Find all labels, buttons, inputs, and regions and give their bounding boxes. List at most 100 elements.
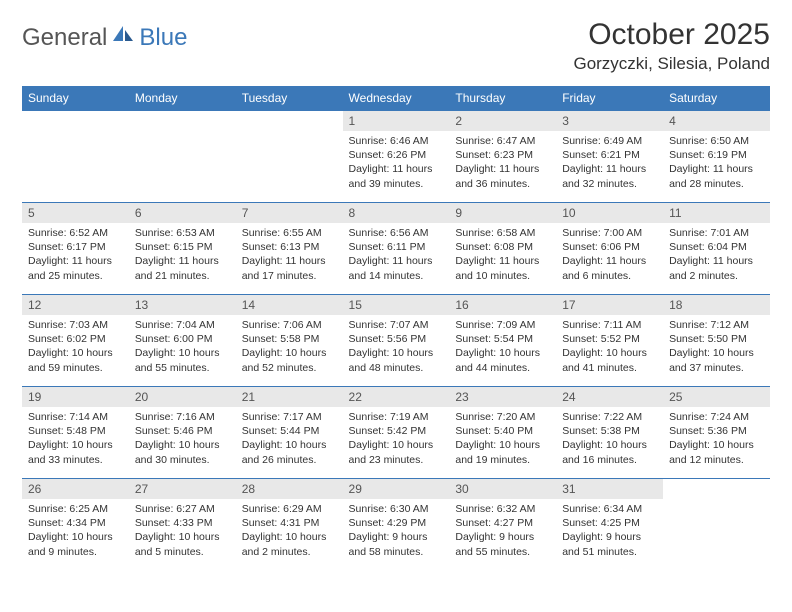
daylight-text: Daylight: 10 hours and 9 minutes. [28,530,123,558]
sunrise-text: Sunrise: 6:50 AM [669,134,764,148]
daylight-text: Daylight: 11 hours and 6 minutes. [562,254,657,282]
brand-general: General [22,24,107,52]
calendar-day-cell: 26Sunrise: 6:25 AMSunset: 4:34 PMDayligh… [22,479,129,571]
day-number: 30 [449,479,556,499]
daylight-text: Daylight: 10 hours and 19 minutes. [455,438,550,466]
calendar-day-cell: 9Sunrise: 6:58 AMSunset: 6:08 PMDaylight… [449,203,556,295]
sunset-text: Sunset: 6:26 PM [349,148,444,162]
sunrise-text: Sunrise: 6:46 AM [349,134,444,148]
daylight-text: Daylight: 11 hours and 17 minutes. [242,254,337,282]
sunset-text: Sunset: 5:50 PM [669,332,764,346]
day-number: 3 [556,111,663,131]
day-body: Sunrise: 6:56 AMSunset: 6:11 PMDaylight:… [343,223,450,286]
sunrise-text: Sunrise: 7:06 AM [242,318,337,332]
day-body: Sunrise: 7:00 AMSunset: 6:06 PMDaylight:… [556,223,663,286]
calendar-day-cell: 15Sunrise: 7:07 AMSunset: 5:56 PMDayligh… [343,295,450,387]
brand-blue: Blue [139,24,187,52]
daylight-text: Daylight: 10 hours and 37 minutes. [669,346,764,374]
day-body: Sunrise: 6:53 AMSunset: 6:15 PMDaylight:… [129,223,236,286]
calendar-day-cell: 5Sunrise: 6:52 AMSunset: 6:17 PMDaylight… [22,203,129,295]
day-body: Sunrise: 7:11 AMSunset: 5:52 PMDaylight:… [556,315,663,378]
day-number: 19 [22,387,129,407]
day-header-row: Sunday Monday Tuesday Wednesday Thursday… [22,86,770,111]
day-number: 28 [236,479,343,499]
day-body: Sunrise: 7:07 AMSunset: 5:56 PMDaylight:… [343,315,450,378]
day-number: 31 [556,479,663,499]
day-header: Saturday [663,86,770,111]
day-number: 6 [129,203,236,223]
calendar-day-cell: 18Sunrise: 7:12 AMSunset: 5:50 PMDayligh… [663,295,770,387]
daylight-text: Daylight: 11 hours and 39 minutes. [349,162,444,190]
day-number: 13 [129,295,236,315]
day-number: 1 [343,111,450,131]
sunrise-text: Sunrise: 6:58 AM [455,226,550,240]
calendar-day-cell: 29Sunrise: 6:30 AMSunset: 4:29 PMDayligh… [343,479,450,571]
sunrise-text: Sunrise: 7:19 AM [349,410,444,424]
sunrise-text: Sunrise: 6:49 AM [562,134,657,148]
day-header: Sunday [22,86,129,111]
sunrise-text: Sunrise: 7:01 AM [669,226,764,240]
calendar-week-row: 19Sunrise: 7:14 AMSunset: 5:48 PMDayligh… [22,387,770,479]
calendar-week-row: 26Sunrise: 6:25 AMSunset: 4:34 PMDayligh… [22,479,770,571]
daylight-text: Daylight: 10 hours and 33 minutes. [28,438,123,466]
day-number: 20 [129,387,236,407]
sunrise-text: Sunrise: 7:17 AM [242,410,337,424]
day-body: Sunrise: 7:22 AMSunset: 5:38 PMDaylight:… [556,407,663,470]
day-number: 17 [556,295,663,315]
daylight-text: Daylight: 11 hours and 25 minutes. [28,254,123,282]
calendar-day-cell: 6Sunrise: 6:53 AMSunset: 6:15 PMDaylight… [129,203,236,295]
sunset-text: Sunset: 6:21 PM [562,148,657,162]
calendar-day-cell: 7Sunrise: 6:55 AMSunset: 6:13 PMDaylight… [236,203,343,295]
calendar-day-cell: 1Sunrise: 6:46 AMSunset: 6:26 PMDaylight… [343,111,450,203]
sunset-text: Sunset: 5:42 PM [349,424,444,438]
calendar-day-cell [129,111,236,203]
calendar-week-row: 5Sunrise: 6:52 AMSunset: 6:17 PMDaylight… [22,203,770,295]
sunset-text: Sunset: 6:02 PM [28,332,123,346]
sunrise-text: Sunrise: 6:52 AM [28,226,123,240]
daylight-text: Daylight: 10 hours and 59 minutes. [28,346,123,374]
day-number: 16 [449,295,556,315]
day-body: Sunrise: 6:30 AMSunset: 4:29 PMDaylight:… [343,499,450,562]
sunset-text: Sunset: 5:36 PM [669,424,764,438]
calendar-day-cell: 17Sunrise: 7:11 AMSunset: 5:52 PMDayligh… [556,295,663,387]
sunrise-text: Sunrise: 6:27 AM [135,502,230,516]
day-body: Sunrise: 6:50 AMSunset: 6:19 PMDaylight:… [663,131,770,194]
month-title: October 2025 [573,18,770,52]
day-number: 14 [236,295,343,315]
day-body: Sunrise: 7:17 AMSunset: 5:44 PMDaylight:… [236,407,343,470]
sunset-text: Sunset: 5:52 PM [562,332,657,346]
sunrise-text: Sunrise: 7:14 AM [28,410,123,424]
sunrise-text: Sunrise: 7:11 AM [562,318,657,332]
calendar-day-cell: 13Sunrise: 7:04 AMSunset: 6:00 PMDayligh… [129,295,236,387]
daylight-text: Daylight: 10 hours and 48 minutes. [349,346,444,374]
sunset-text: Sunset: 4:33 PM [135,516,230,530]
day-body: Sunrise: 7:16 AMSunset: 5:46 PMDaylight:… [129,407,236,470]
day-body: Sunrise: 6:55 AMSunset: 6:13 PMDaylight:… [236,223,343,286]
location: Gorzyczki, Silesia, Poland [573,54,770,74]
day-body: Sunrise: 7:03 AMSunset: 6:02 PMDaylight:… [22,315,129,378]
day-number: 21 [236,387,343,407]
day-number: 24 [556,387,663,407]
day-number: 4 [663,111,770,131]
day-body: Sunrise: 7:19 AMSunset: 5:42 PMDaylight:… [343,407,450,470]
day-body: Sunrise: 7:12 AMSunset: 5:50 PMDaylight:… [663,315,770,378]
sunrise-text: Sunrise: 6:47 AM [455,134,550,148]
calendar-week-row: 12Sunrise: 7:03 AMSunset: 6:02 PMDayligh… [22,295,770,387]
day-number: 5 [22,203,129,223]
day-number: 8 [343,203,450,223]
day-header: Wednesday [343,86,450,111]
sunset-text: Sunset: 5:58 PM [242,332,337,346]
calendar-day-cell: 22Sunrise: 7:19 AMSunset: 5:42 PMDayligh… [343,387,450,479]
sunset-text: Sunset: 5:48 PM [28,424,123,438]
day-body: Sunrise: 7:14 AMSunset: 5:48 PMDaylight:… [22,407,129,470]
daylight-text: Daylight: 11 hours and 2 minutes. [669,254,764,282]
daylight-text: Daylight: 10 hours and 52 minutes. [242,346,337,374]
day-body: Sunrise: 7:06 AMSunset: 5:58 PMDaylight:… [236,315,343,378]
daylight-text: Daylight: 11 hours and 10 minutes. [455,254,550,282]
day-number: 27 [129,479,236,499]
day-body: Sunrise: 7:04 AMSunset: 6:00 PMDaylight:… [129,315,236,378]
daylight-text: Daylight: 9 hours and 51 minutes. [562,530,657,558]
sunrise-text: Sunrise: 6:56 AM [349,226,444,240]
day-body: Sunrise: 6:46 AMSunset: 6:26 PMDaylight:… [343,131,450,194]
calendar-day-cell: 27Sunrise: 6:27 AMSunset: 4:33 PMDayligh… [129,479,236,571]
